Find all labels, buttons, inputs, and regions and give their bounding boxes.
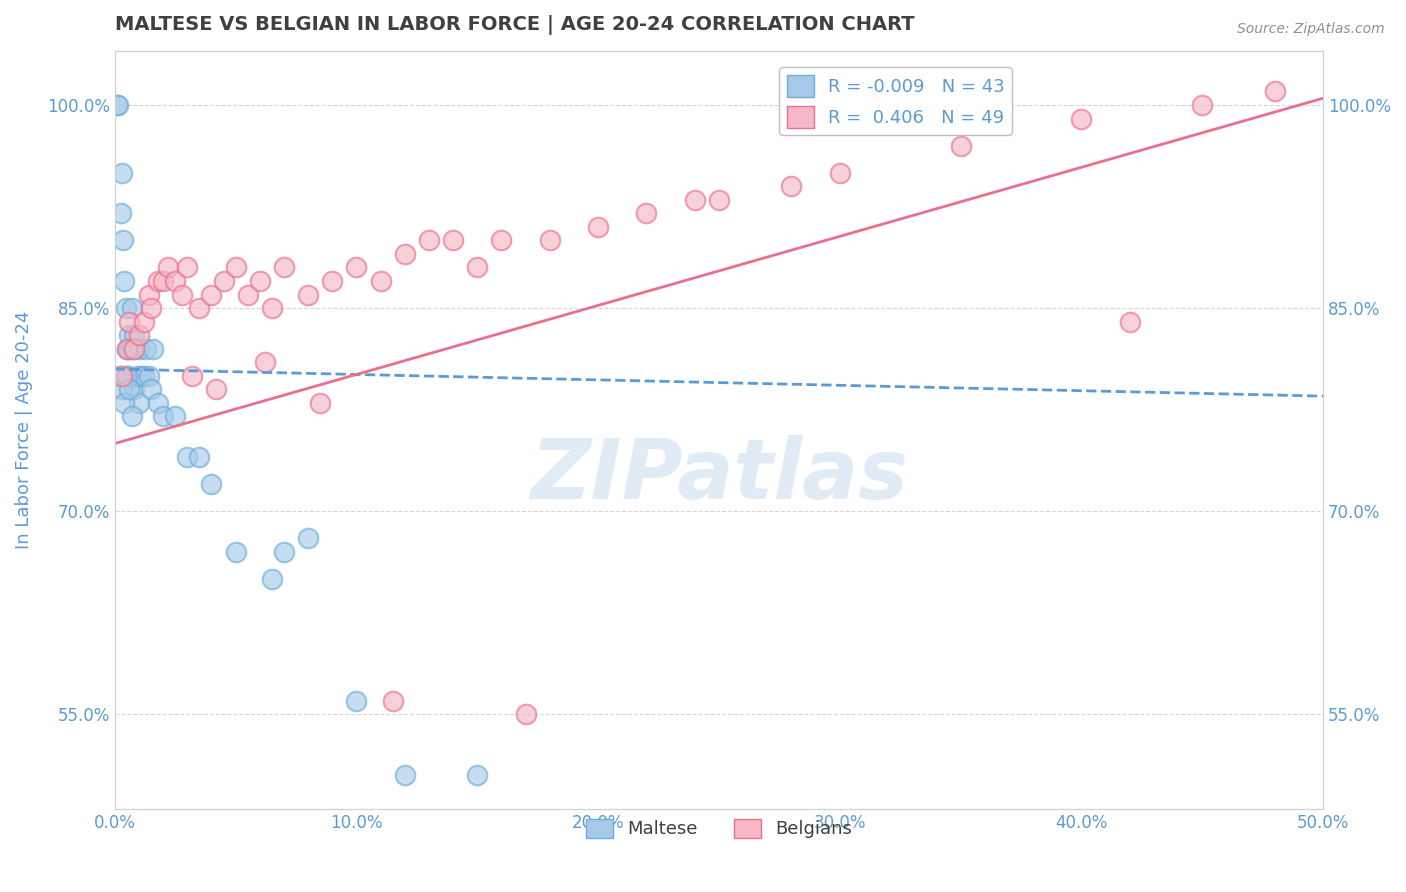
Point [142, 342, 165, 356]
Point [780, 179, 803, 194]
Point [236, 287, 259, 301]
Point [707, 193, 730, 207]
Point [321, 274, 343, 288]
Point [538, 234, 561, 248]
Point [346, 260, 368, 275]
Point [273, 545, 295, 559]
Point [148, 396, 170, 410]
Point [176, 450, 198, 464]
Point [828, 166, 851, 180]
Point [111, 368, 134, 383]
Point [249, 274, 271, 288]
Point [1119, 315, 1142, 329]
Point [273, 260, 295, 275]
Point [107, 98, 129, 112]
Point [394, 768, 416, 782]
Text: ZIPatlas: ZIPatlas [530, 435, 908, 516]
Point [112, 274, 135, 288]
Y-axis label: In Labor Force | Age 20-24: In Labor Force | Age 20-24 [15, 310, 32, 549]
Point [418, 234, 440, 248]
Point [138, 368, 160, 383]
Point [110, 206, 132, 220]
Point [188, 301, 211, 315]
Point [111, 383, 134, 397]
Point [131, 368, 153, 383]
Point [260, 301, 283, 315]
Point [115, 368, 138, 383]
Point [212, 274, 235, 288]
Point [115, 342, 138, 356]
Point [465, 260, 488, 275]
Point [165, 409, 187, 424]
Point [125, 368, 148, 383]
Point [139, 301, 162, 315]
Point [122, 342, 145, 356]
Point [1264, 85, 1286, 99]
Point [297, 287, 319, 301]
Point [949, 138, 972, 153]
Point [121, 409, 143, 424]
Point [1070, 112, 1092, 126]
Point [135, 342, 157, 356]
Point [346, 694, 368, 708]
Point [683, 193, 706, 207]
Point [636, 206, 658, 220]
Point [200, 287, 222, 301]
Point [138, 287, 160, 301]
Point [381, 694, 404, 708]
Point [491, 234, 513, 248]
Point [115, 342, 138, 356]
Point [465, 768, 488, 782]
Point [111, 166, 134, 180]
Point [128, 396, 150, 410]
Point [586, 219, 609, 234]
Point [181, 368, 204, 383]
Point [128, 342, 150, 356]
Point [112, 396, 135, 410]
Point [188, 450, 211, 464]
Point [165, 274, 187, 288]
Point [118, 342, 141, 356]
Point [152, 274, 174, 288]
Text: Source: ZipAtlas.com: Source: ZipAtlas.com [1237, 22, 1385, 37]
Point [253, 355, 276, 369]
Legend: Maltese, Belgians: Maltese, Belgians [578, 812, 859, 846]
Point [121, 342, 143, 356]
Point [108, 368, 131, 383]
Point [118, 315, 141, 329]
Point [172, 287, 194, 301]
Point [132, 315, 155, 329]
Point [394, 247, 416, 261]
Point [128, 328, 150, 343]
Point [225, 260, 247, 275]
Point [200, 477, 222, 491]
Point [370, 274, 392, 288]
Point [152, 409, 174, 424]
Text: MALTESE VS BELGIAN IN LABOR FORCE | AGE 20-24 CORRELATION CHART: MALTESE VS BELGIAN IN LABOR FORCE | AGE … [115, 15, 914, 35]
Point [205, 383, 228, 397]
Point [225, 545, 247, 559]
Point [156, 260, 179, 275]
Point [176, 260, 198, 275]
Point [115, 368, 138, 383]
Point [309, 396, 332, 410]
Point [260, 572, 283, 586]
Point [121, 301, 143, 315]
Point [139, 383, 162, 397]
Point [122, 328, 145, 343]
Point [441, 234, 464, 248]
Point [148, 274, 170, 288]
Point [112, 234, 135, 248]
Point [114, 301, 136, 315]
Point [1191, 98, 1213, 112]
Point [132, 368, 155, 383]
Point [118, 328, 141, 343]
Point [118, 383, 141, 397]
Point [122, 383, 145, 397]
Point [515, 707, 537, 722]
Point [105, 98, 128, 112]
Point [297, 531, 319, 545]
